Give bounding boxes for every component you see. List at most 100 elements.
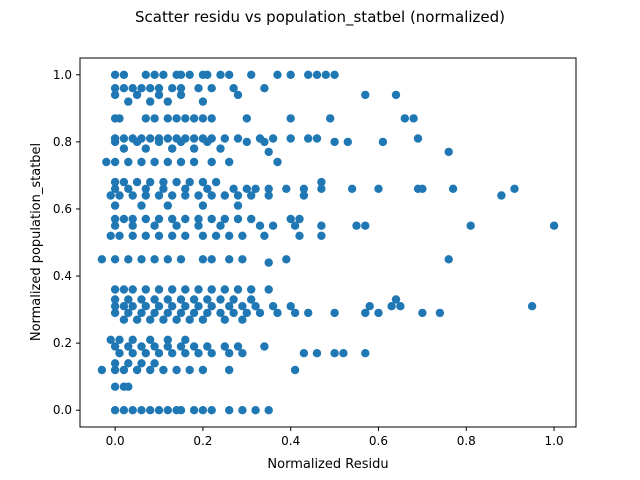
scatter-point <box>198 201 208 210</box>
scatter-point <box>154 302 164 311</box>
scatter-point <box>207 214 216 224</box>
scatter-point <box>176 342 186 351</box>
scatter-point <box>194 214 203 224</box>
scatter-point <box>312 70 322 80</box>
scatter-point <box>106 231 115 240</box>
scatter-point <box>233 214 243 224</box>
scatter-point <box>220 342 229 351</box>
scatter-point <box>163 97 172 106</box>
scatter-point <box>343 137 352 147</box>
scatter-point <box>220 134 229 143</box>
scatter-point <box>119 214 129 224</box>
scatter-point <box>549 221 559 230</box>
scatter-point <box>233 342 243 351</box>
scatter-point <box>194 191 203 200</box>
scatter-point <box>444 255 453 264</box>
scatter-point <box>176 137 186 147</box>
y-tick-label: 0.0 <box>53 403 72 417</box>
scatter-point <box>396 302 405 311</box>
scatter-point <box>154 84 164 93</box>
points-layer <box>97 70 559 415</box>
scatter-point <box>387 302 396 311</box>
scatter-point <box>233 90 243 100</box>
scatter-point <box>194 349 203 358</box>
scatter-point <box>146 134 155 143</box>
scatter-point <box>124 382 133 391</box>
scatter-point <box>238 255 247 264</box>
scatter-point <box>154 406 164 415</box>
scatter-point <box>163 342 172 351</box>
scatter-point <box>220 214 229 224</box>
scatter-point <box>110 359 120 368</box>
scatter-point <box>255 221 265 230</box>
scatter-point <box>146 315 155 324</box>
scatter-point <box>137 308 146 318</box>
scatter-point <box>268 302 278 311</box>
scatter-point <box>141 214 150 224</box>
scatter-point <box>181 184 190 193</box>
scatter-point <box>216 221 225 230</box>
scatter-point <box>141 285 150 294</box>
scatter-point <box>207 157 216 167</box>
scatter-point <box>268 221 278 230</box>
scatter-point <box>163 255 172 264</box>
scatter-point <box>176 84 186 93</box>
scatter-point <box>172 114 181 123</box>
scatter-point <box>400 114 409 123</box>
scatter-point <box>128 231 137 240</box>
scatter-point <box>251 406 260 415</box>
scatter-point <box>260 231 269 240</box>
scatter-point <box>124 255 133 264</box>
scatter-point <box>124 97 133 106</box>
scatter-point <box>110 84 120 93</box>
scatter-point <box>286 134 295 143</box>
chart-title: Scatter residu vs population_statbel (no… <box>135 8 505 27</box>
scatter-point <box>203 137 212 147</box>
scatter-point <box>242 114 251 123</box>
scatter-point <box>247 70 256 80</box>
scatter-point <box>361 90 370 100</box>
scatter-point <box>146 406 155 415</box>
y-axis-label: Normalized population_statbel <box>29 143 44 341</box>
scatter-point <box>448 184 458 193</box>
scatter-point <box>132 365 142 375</box>
scatter-point <box>110 365 120 375</box>
scatter-point <box>510 184 519 193</box>
scatter-point <box>295 214 304 224</box>
scatter-point <box>330 70 339 80</box>
scatter-point <box>203 184 212 193</box>
scatter-point <box>137 406 146 415</box>
scatter-point <box>198 255 208 264</box>
scatter-point <box>211 177 221 187</box>
x-tick-label: 0.6 <box>369 434 388 448</box>
scatter-point <box>216 308 225 318</box>
x-axis-label: Normalized Residu <box>267 457 388 472</box>
scatter-point <box>207 255 216 264</box>
scatter-point <box>128 349 137 358</box>
scatter-point <box>154 349 164 358</box>
y-tick-label: 0.2 <box>53 336 72 350</box>
scatter-point <box>181 285 190 294</box>
scatter-point <box>150 70 159 80</box>
scatter-point <box>137 255 146 264</box>
scatter-point <box>141 191 150 200</box>
scatter-point <box>128 302 137 311</box>
scatter-point <box>304 70 313 80</box>
scatter-point <box>110 137 120 147</box>
scatter-point <box>141 144 150 153</box>
scatter-point <box>110 184 120 193</box>
scatter-point <box>466 221 475 230</box>
scatter-point <box>110 70 120 80</box>
scatter-point <box>286 70 295 80</box>
scatter-point <box>181 191 190 200</box>
scatter-point <box>146 365 155 375</box>
scatter-point <box>115 114 124 123</box>
scatter-point <box>207 302 216 311</box>
scatter-point <box>110 382 120 391</box>
scatter-point <box>229 295 238 304</box>
scatter-point <box>286 114 295 123</box>
scatter-point <box>203 295 212 304</box>
scatter-point <box>163 134 172 143</box>
scatter-point <box>189 295 199 304</box>
